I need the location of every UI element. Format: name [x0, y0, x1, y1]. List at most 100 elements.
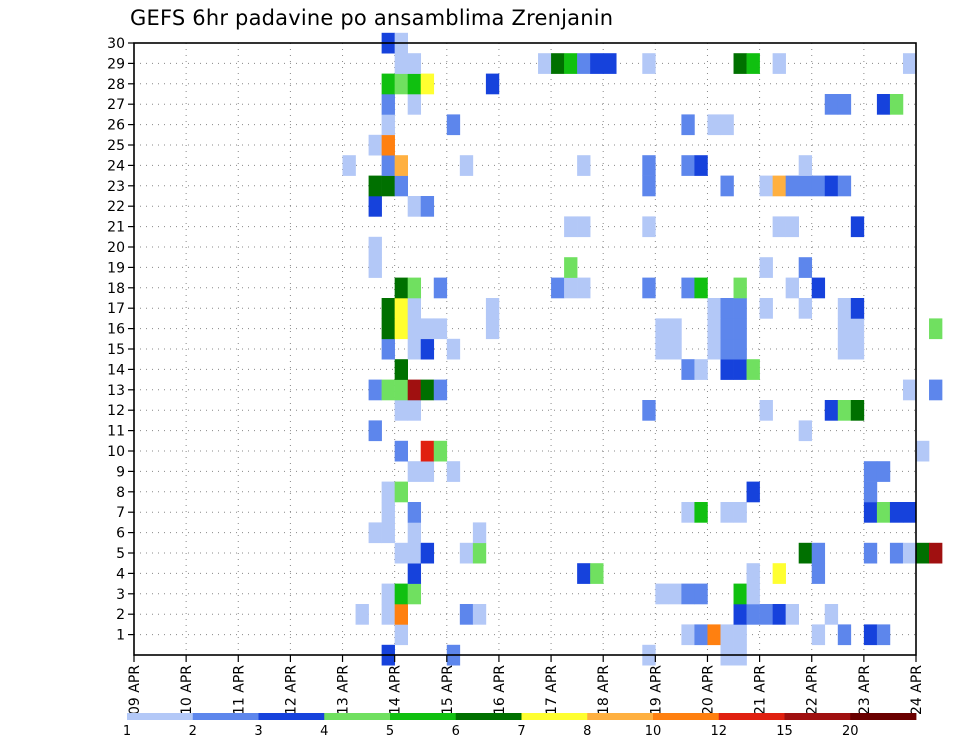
heatmap-cell [420, 542, 435, 564]
heatmap-cell [824, 400, 839, 421]
x-tick-label: 09 APR [127, 665, 143, 715]
heatmap-cell [772, 604, 786, 625]
heatmap-cell [798, 542, 813, 564]
heatmap-cell [824, 175, 839, 197]
heatmap-cell [863, 624, 878, 646]
x-tick-label: 10 APR [179, 665, 195, 715]
heatmap-cell [720, 338, 734, 360]
y-tick-label: 19 [107, 260, 125, 276]
heatmap-cell [446, 338, 461, 360]
heatmap-cell [837, 94, 852, 115]
heatmap-cell [785, 277, 799, 299]
colorbar-label: 6 [452, 724, 460, 739]
heatmap-cell [407, 563, 422, 584]
x-tick-label: 12 APR [283, 665, 299, 715]
heatmap-cell [381, 338, 395, 360]
heatmap-cell [407, 379, 422, 401]
chart-title: GEFS 6hr padavine po ansamblima Zrenjani… [130, 6, 614, 30]
heatmap-cell [407, 400, 422, 421]
y-tick-label: 3 [116, 587, 125, 603]
heatmap-cell [707, 338, 721, 360]
heatmap-cell [472, 522, 487, 544]
heatmap-cell [590, 53, 604, 74]
heatmap-cell [381, 175, 395, 197]
heatmap-cell [407, 277, 422, 299]
heatmap-cell [837, 338, 852, 360]
heatmap-cell [433, 440, 448, 462]
y-tick-label: 28 [107, 77, 125, 93]
heatmap-cell [772, 175, 786, 197]
colorbar-label: 5 [386, 724, 394, 739]
x-tick-label: 21 APR [753, 665, 769, 715]
heatmap-cell [759, 400, 773, 421]
heatmap-cell [837, 175, 852, 197]
colorbar-swatch [850, 713, 917, 720]
heatmap-cell [720, 298, 734, 319]
heatmap-cell [863, 502, 878, 523]
heatmap-cell [707, 114, 721, 136]
heatmap-cell [381, 114, 395, 136]
heatmap-cell [720, 175, 734, 197]
x-tick-label: 20 APR [700, 665, 716, 715]
colorbar-label: 2 [189, 724, 197, 739]
heatmap-cell [368, 420, 382, 442]
heatmap-cell [433, 318, 448, 340]
heatmap-cell [368, 175, 382, 197]
heatmap-cell [381, 522, 395, 544]
heatmap-cell [407, 196, 422, 217]
heatmap-cell [746, 563, 760, 584]
heatmap-cell [407, 318, 422, 340]
y-tick-label: 22 [107, 199, 125, 215]
heatmap-cell [889, 542, 904, 564]
heatmap-cell [538, 53, 552, 74]
colorbar-label: 7 [517, 724, 525, 739]
heatmap-cell [902, 542, 917, 564]
heatmap-cell [733, 277, 747, 299]
heatmap-cell [433, 277, 448, 299]
colorbar-swatch [653, 713, 720, 720]
heatmap-cell [902, 379, 917, 401]
colorbar-swatch [258, 713, 325, 720]
heatmap-cell [876, 94, 891, 115]
heatmap-cell [381, 583, 395, 605]
heatmap-cell [642, 216, 656, 238]
heatmap-cell [785, 604, 799, 625]
heatmap-cell [577, 216, 591, 238]
heatmap-cell [720, 359, 734, 380]
heatmap-cell [381, 379, 395, 401]
heatmap-cell [394, 542, 408, 564]
heatmap-cell [811, 277, 826, 299]
heatmap-cell [407, 338, 422, 360]
heatmap-cell [863, 481, 878, 503]
heatmap-cell [446, 114, 461, 136]
heatmap-cell [394, 440, 408, 462]
x-tick-label: 16 APR [492, 665, 508, 715]
heatmap-cell [420, 318, 435, 340]
colorbar-label: 8 [583, 724, 591, 739]
heatmap-cell [551, 53, 565, 74]
heatmap-cell [564, 216, 578, 238]
heatmap-cell [694, 624, 708, 646]
heatmap-cell [577, 563, 591, 584]
heatmap-cell [564, 277, 578, 299]
heatmap-cell [798, 257, 813, 278]
heatmap-cell [642, 277, 656, 299]
heatmap-cell [876, 502, 891, 523]
x-tick-label: 18 APR [596, 665, 612, 715]
heatmap-cell [916, 542, 930, 564]
heatmap-cell [394, 318, 408, 340]
heatmap-cell [668, 583, 682, 605]
heatmap-cell [368, 236, 382, 258]
heatmap-cell [837, 298, 852, 319]
heatmap-cell [420, 73, 435, 95]
heatmap-cell [642, 155, 656, 176]
colorbar-label: 1 [123, 724, 131, 739]
heatmap-cell [850, 298, 865, 319]
x-tick-label: 13 APR [336, 665, 352, 715]
heatmap-cell [407, 542, 422, 564]
heatmap-cell [889, 502, 904, 523]
heatmap-cell [407, 461, 422, 482]
y-tick-label: 15 [107, 342, 125, 358]
x-tick-label: 11 APR [231, 665, 247, 715]
colorbar-label: 3 [254, 724, 262, 739]
